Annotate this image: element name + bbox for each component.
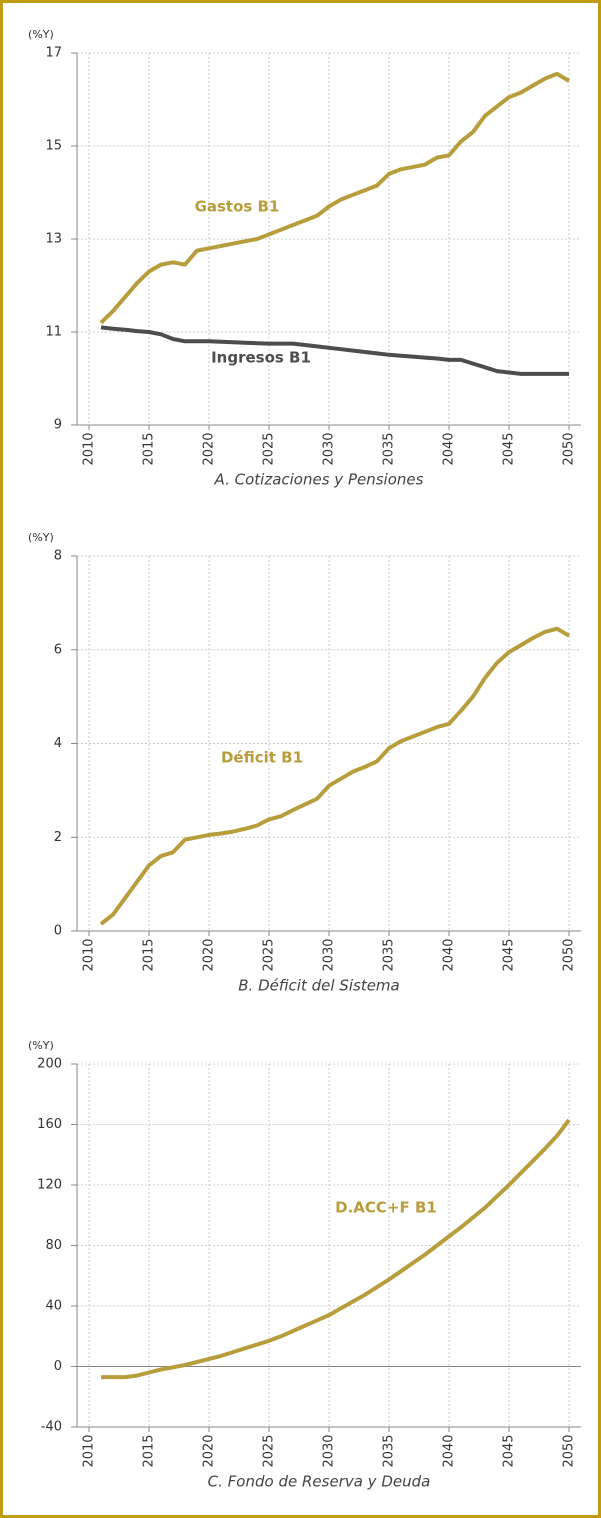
y-tick-label: 11 bbox=[45, 325, 62, 340]
y-axis-label: (%Y) bbox=[28, 531, 54, 544]
x-tick-label: 2045 bbox=[502, 1434, 517, 1467]
y-tick-label: 160 bbox=[37, 1117, 62, 1132]
x-tick-label: 2015 bbox=[142, 1434, 157, 1467]
series-label: D.ACC+F B1 bbox=[335, 1199, 437, 1217]
x-tick-label: 2045 bbox=[502, 938, 517, 971]
y-tick-label: 13 bbox=[45, 232, 62, 247]
x-tick-label: 2020 bbox=[202, 938, 217, 971]
y-tick-label: 40 bbox=[45, 1299, 62, 1314]
x-tick-label: 2050 bbox=[562, 432, 577, 465]
y-tick-label: -40 bbox=[41, 1420, 62, 1435]
series-label: Ingresos B1 bbox=[211, 349, 311, 367]
x-tick-label: 2030 bbox=[322, 1434, 337, 1467]
x-tick-label: 2035 bbox=[382, 938, 397, 971]
series-label: Déficit B1 bbox=[221, 749, 303, 767]
y-tick-label: 2 bbox=[54, 830, 62, 845]
y-tick-label: 15 bbox=[45, 139, 62, 154]
x-tick-label: 2030 bbox=[322, 432, 337, 465]
series-line bbox=[100, 325, 569, 376]
y-tick-label: 200 bbox=[37, 1057, 62, 1072]
chart-title: C. Fondo de Reserva y Deuda bbox=[208, 1473, 431, 1491]
y-tick-label: 0 bbox=[54, 1359, 62, 1374]
x-tick-label: 2010 bbox=[82, 1434, 97, 1467]
x-tick-label: 2050 bbox=[562, 938, 577, 971]
x-tick-label: 2010 bbox=[82, 432, 97, 465]
x-tick-label: 2035 bbox=[382, 432, 397, 465]
y-tick-label: 6 bbox=[54, 642, 62, 657]
y-tick-label: 17 bbox=[45, 46, 62, 61]
y-tick-label: 0 bbox=[54, 924, 62, 939]
x-tick-label: 2040 bbox=[442, 1434, 457, 1467]
x-tick-label: 2020 bbox=[202, 1434, 217, 1467]
x-tick-label: 2010 bbox=[82, 938, 97, 971]
x-tick-label: 2020 bbox=[202, 432, 217, 465]
x-tick-label: 2030 bbox=[322, 938, 337, 971]
series-line bbox=[101, 1118, 571, 1380]
x-tick-label: 2015 bbox=[142, 938, 157, 971]
x-tick-label: 2015 bbox=[142, 432, 157, 465]
x-tick-label: 2025 bbox=[262, 938, 277, 971]
x-tick-label: 2025 bbox=[262, 432, 277, 465]
y-tick-label: 9 bbox=[54, 418, 62, 433]
y-tick-label: 8 bbox=[54, 549, 62, 564]
series-line bbox=[99, 626, 571, 926]
x-tick-label: 2035 bbox=[382, 1434, 397, 1467]
y-tick-label: 4 bbox=[54, 736, 62, 751]
x-tick-label: 2040 bbox=[442, 432, 457, 465]
y-tick-label: 80 bbox=[45, 1238, 62, 1253]
y-axis-label: (%Y) bbox=[28, 28, 54, 41]
chart-title: A. Cotizaciones y Pensiones bbox=[214, 471, 424, 489]
x-tick-label: 2040 bbox=[442, 938, 457, 971]
y-tick-label: 120 bbox=[37, 1178, 62, 1193]
chart-title: B. Déficit del Sistema bbox=[238, 977, 399, 995]
y-axis-label: (%Y) bbox=[28, 1039, 54, 1052]
x-tick-label: 2045 bbox=[502, 432, 517, 465]
series-label: Gastos B1 bbox=[195, 198, 280, 216]
series-line bbox=[99, 71, 571, 325]
x-tick-label: 2025 bbox=[262, 1434, 277, 1467]
x-tick-label: 2050 bbox=[562, 1434, 577, 1467]
